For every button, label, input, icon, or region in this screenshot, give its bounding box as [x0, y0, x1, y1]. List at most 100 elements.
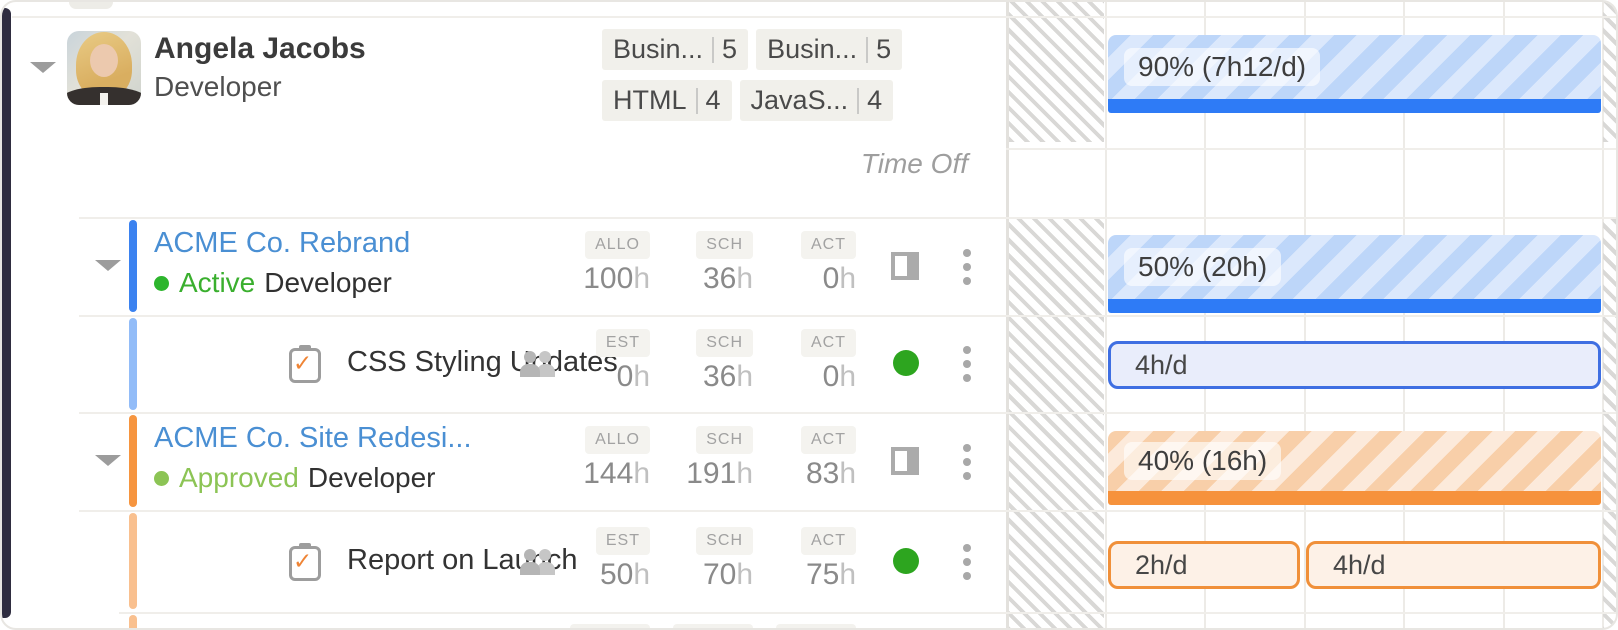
task-clipboard-icon: ✓: [289, 543, 321, 581]
booking-bar-stripes: 40% (16h): [1108, 431, 1601, 491]
clipboard-check: ✓: [293, 548, 313, 574]
stat-actual: ACT 83h: [746, 426, 856, 491]
stat-scheduled: SCH 36h: [643, 329, 753, 394]
stat-value: 0h: [822, 262, 856, 295]
stat-value: 83h: [805, 457, 856, 490]
skill-tag: JavaS... 4: [739, 80, 894, 121]
project-title[interactable]: ACME Co. Rebrand: [154, 227, 411, 259]
skill-tags: Busin... 5 Busin... 5 HTML 4 JavaS... 4: [602, 29, 954, 121]
task-hours-label: 4h/d: [1333, 549, 1386, 580]
booking-bar-band: [1108, 299, 1601, 313]
stat-allocated: ALLO 100h: [540, 231, 650, 296]
avatar[interactable]: [67, 31, 141, 105]
stat-label: ACT: [801, 426, 856, 454]
stat-label: SCH: [696, 231, 753, 259]
row-separator: [1006, 148, 1616, 150]
clipboard-tab: [299, 543, 311, 549]
stat-value: 0h: [616, 360, 650, 393]
tag-divider: [712, 36, 715, 63]
task-accent-bar: [129, 513, 137, 609]
row-separator: [79, 217, 1616, 219]
skill-name: Busin...: [767, 34, 858, 64]
stat-value: 100h: [583, 262, 650, 295]
time-off-label: Time Off: [860, 148, 968, 179]
status-dot: [154, 275, 169, 291]
stat-label: ALLO: [585, 426, 650, 454]
stat-estimated: EST 50h: [540, 527, 650, 592]
allocation-bar[interactable]: 90% (7h12/d): [1108, 35, 1601, 113]
task-hours-label: 4h/d: [1135, 349, 1188, 380]
weekend-hatch: [1009, 217, 1104, 628]
stat-value: 70h: [702, 558, 753, 591]
stat-value: 191h: [686, 457, 753, 490]
stat-label: ACT: [801, 231, 856, 259]
split-view-icon-pane: [895, 451, 907, 471]
booking-bar[interactable]: 40% (16h): [1108, 431, 1601, 505]
skill-level: 5: [722, 34, 738, 64]
task-status-dot: [893, 350, 919, 376]
skill-name: JavaS...: [750, 85, 849, 115]
stat-value: 50h: [599, 558, 650, 591]
stat-value: 36h: [702, 262, 753, 295]
split-view-icon[interactable]: [891, 447, 919, 475]
skill-level: 4: [705, 85, 721, 115]
assignees-icon: [520, 549, 558, 575]
stat-actual: ACT 0h: [746, 329, 856, 394]
skill-tag: Busin... 5: [602, 29, 749, 70]
collapse-arrow-project[interactable]: [95, 260, 121, 271]
stat-value: 144h: [583, 457, 650, 490]
project-accent-bar: [129, 415, 137, 507]
booking-bar-label: 50% (20h): [1124, 248, 1282, 286]
task-hours-bar[interactable]: 2h/d: [1108, 541, 1300, 589]
task-accent-bar: [129, 318, 137, 410]
status-dot: [154, 470, 169, 486]
booking-bar-band: [1108, 491, 1601, 505]
stat-label: SCH: [696, 426, 753, 454]
task-hours-bar[interactable]: 4h/d: [1108, 341, 1601, 389]
project-status: Active: [179, 267, 256, 298]
stat-estimated: EST 0h: [540, 329, 650, 394]
project-title[interactable]: ACME Co. Site Redesi...: [154, 422, 472, 454]
task-status-dot: [893, 548, 919, 574]
row-separator: [12, 16, 1616, 18]
kebab-menu[interactable]: [963, 249, 971, 291]
tag-divider: [857, 87, 860, 114]
stat-label: EST: [595, 527, 650, 555]
collapse-arrow-person[interactable]: [30, 62, 56, 73]
allocation-bar-band: [1108, 99, 1601, 113]
stat-label: ACT: [801, 527, 856, 555]
tag-divider: [866, 36, 869, 63]
weekend-hatch: [1603, 217, 1616, 628]
booking-bar-label: 40% (16h): [1124, 442, 1282, 480]
project-accent-bar: [129, 220, 137, 312]
clipboard-check: ✓: [293, 350, 313, 376]
stat-actual: ACT 0h: [746, 231, 856, 296]
project-status-line: Approved Developer: [154, 462, 436, 494]
skill-level: 5: [876, 34, 892, 64]
stat-value: 75h: [805, 558, 856, 591]
allocation-bar-stripes: 90% (7h12/d): [1108, 35, 1601, 99]
kebab-menu[interactable]: [963, 346, 971, 388]
stat-scheduled: SCH 70h: [643, 527, 753, 592]
stat-actual: ACT 75h: [746, 527, 856, 592]
partial-tag-above: [69, 2, 113, 9]
partial-stat-pill: [673, 624, 753, 628]
kebab-menu[interactable]: [963, 544, 971, 586]
stat-label: SCH: [696, 527, 753, 555]
task-title: CSS Styling Updates: [347, 346, 618, 378]
collapse-arrow-project[interactable]: [95, 455, 121, 466]
weekend-hatch: [1009, 2, 1104, 142]
kebab-menu[interactable]: [963, 444, 971, 486]
avatar-face: [90, 44, 118, 77]
stat-scheduled: SCH 36h: [643, 231, 753, 296]
project-role: Developer: [264, 267, 392, 298]
row-separator: [119, 612, 1616, 614]
partial-stat-pill: [776, 624, 856, 628]
stat-label: ACT: [801, 329, 856, 357]
task-hours-label: 2h/d: [1135, 549, 1188, 580]
task-hours-bar[interactable]: 4h/d: [1306, 541, 1601, 589]
booking-bar[interactable]: 50% (20h): [1108, 235, 1601, 313]
split-view-icon[interactable]: [891, 252, 919, 280]
person-name: Angela Jacobs: [154, 32, 366, 65]
